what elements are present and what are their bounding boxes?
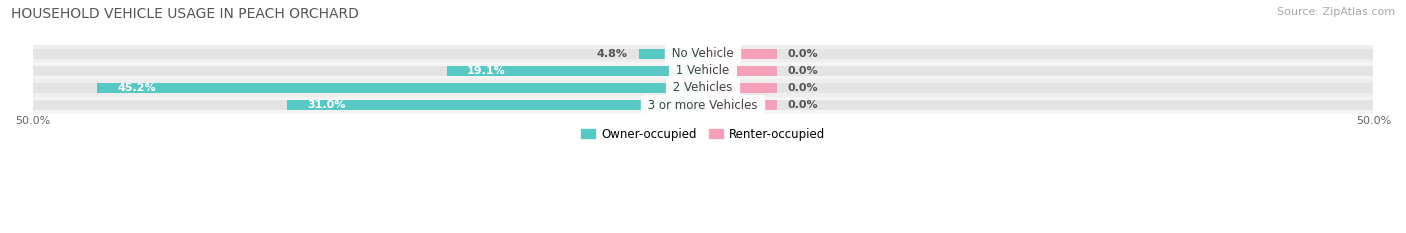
- Text: 1 Vehicle: 1 Vehicle: [672, 64, 734, 77]
- Text: 0.0%: 0.0%: [787, 66, 818, 76]
- Bar: [703, 48, 776, 59]
- Text: Source: ZipAtlas.com: Source: ZipAtlas.com: [1277, 7, 1395, 17]
- Bar: [703, 83, 1374, 93]
- Text: 19.1%: 19.1%: [467, 66, 506, 76]
- Legend: Owner-occupied, Renter-occupied: Owner-occupied, Renter-occupied: [576, 123, 830, 145]
- Bar: [32, 79, 1374, 96]
- Bar: [703, 66, 1374, 76]
- Bar: [703, 66, 776, 76]
- Bar: [97, 83, 703, 93]
- Text: 4.8%: 4.8%: [598, 49, 628, 59]
- Bar: [703, 48, 1374, 59]
- Bar: [287, 100, 703, 110]
- Bar: [32, 62, 1374, 79]
- Bar: [703, 100, 776, 110]
- Text: 0.0%: 0.0%: [787, 83, 818, 93]
- Text: HOUSEHOLD VEHICLE USAGE IN PEACH ORCHARD: HOUSEHOLD VEHICLE USAGE IN PEACH ORCHARD: [11, 7, 359, 21]
- Bar: [703, 100, 1374, 110]
- Bar: [32, 100, 703, 110]
- Text: 45.2%: 45.2%: [117, 83, 156, 93]
- Bar: [447, 66, 703, 76]
- Text: 0.0%: 0.0%: [787, 100, 818, 110]
- Bar: [32, 48, 703, 59]
- Text: 0.0%: 0.0%: [787, 49, 818, 59]
- Text: 3 or more Vehicles: 3 or more Vehicles: [644, 99, 762, 112]
- Bar: [32, 66, 703, 76]
- Bar: [32, 83, 703, 93]
- Bar: [32, 45, 1374, 62]
- Text: 31.0%: 31.0%: [308, 100, 346, 110]
- Bar: [32, 96, 1374, 113]
- Bar: [703, 83, 776, 93]
- Text: 2 Vehicles: 2 Vehicles: [669, 82, 737, 94]
- Text: No Vehicle: No Vehicle: [668, 47, 738, 60]
- Bar: [638, 48, 703, 59]
